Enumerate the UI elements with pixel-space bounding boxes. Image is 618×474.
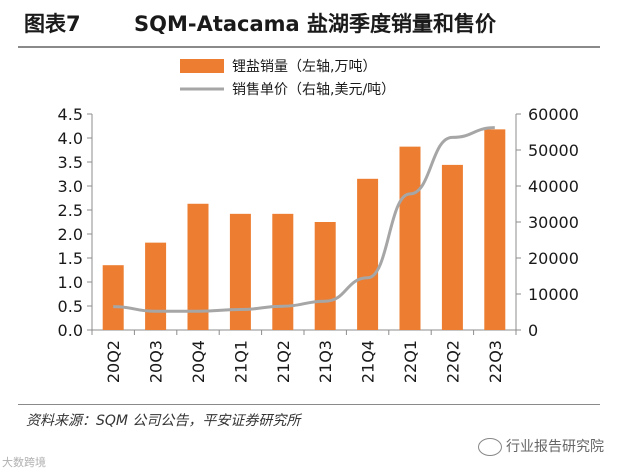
- x-tick-label: 21Q4: [359, 340, 378, 383]
- bar-20Q4: [187, 203, 209, 330]
- chart-canvas: 0.0 0.5 1.0 1.5 2.0 2.5 3.0 3.5 4.0 4.5 0 10000 2000…: [58, 59, 579, 383]
- bar-20Q3: [145, 242, 167, 330]
- watermark-right: 行业报告研究院: [478, 436, 604, 456]
- source-divider: [18, 404, 600, 405]
- x-tick-label: 22Q1: [401, 340, 420, 383]
- bar-21Q2: [272, 213, 294, 330]
- left-tick-label: 0.5: [58, 297, 83, 316]
- right-tick-label: 0: [528, 321, 538, 340]
- series-line-price: [113, 126, 495, 313]
- x-tick-label: 21Q2: [274, 340, 293, 383]
- bar-22Q2: [441, 164, 463, 330]
- bar-22Q1: [399, 146, 421, 330]
- wechat-icon: [478, 438, 502, 456]
- bar-21Q4: [357, 178, 379, 330]
- left-tick-label: 3.5: [58, 153, 83, 172]
- right-tick-label: 20000: [528, 249, 579, 268]
- left-tick-label: 4.5: [58, 105, 83, 124]
- figure-label: 图表7: [24, 12, 81, 36]
- right-tick-label: 50000: [528, 141, 579, 160]
- x-tick-label: 21Q3: [316, 340, 335, 383]
- title-bar: 图表7 SQM-Atacama 盐湖季度销量和售价: [0, 0, 618, 46]
- right-tick-label: 60000: [528, 105, 579, 124]
- left-tick-label: 2.0: [58, 225, 83, 244]
- watermark-left: 大数跨境: [2, 456, 46, 469]
- title-divider: [18, 46, 600, 48]
- bar-21Q1: [229, 213, 251, 330]
- legend-label-bar: 锂盐销量（左轴,万吨）: [232, 59, 376, 75]
- left-tick-label: 0.0: [58, 321, 83, 340]
- right-tick-label: 40000: [528, 177, 579, 196]
- right-tick-label: 30000: [528, 213, 579, 232]
- chart-title: SQM-Atacama 盐湖季度销量和售价: [134, 12, 497, 36]
- x-tick-label: 20Q4: [189, 340, 208, 383]
- left-tick-label: 1.5: [58, 249, 83, 268]
- bar-20Q2: [102, 265, 124, 330]
- x-tick-label: 21Q1: [231, 340, 250, 383]
- left-tick-label: 2.5: [58, 201, 83, 220]
- source-note: 资料来源：SQM 公司公告，平安证券研究所: [26, 413, 301, 429]
- watermark-right-text: 行业报告研究院: [506, 439, 604, 455]
- left-tick-label: 3.0: [58, 177, 83, 196]
- bar-22Q3: [484, 129, 506, 330]
- x-tick-label: 22Q2: [443, 340, 462, 383]
- x-tick-label: 20Q3: [147, 340, 166, 383]
- legend-swatch-bar: [180, 59, 224, 73]
- legend-label-line: 销售单价（右轴,美元/吨）: [232, 82, 395, 98]
- left-tick-label: 1.0: [58, 273, 83, 292]
- x-tick-label: 20Q2: [104, 340, 123, 383]
- right-tick-label: 10000: [528, 285, 579, 304]
- bar-21Q3: [314, 222, 336, 330]
- x-tick-label: 22Q3: [486, 340, 505, 383]
- left-tick-label: 4.0: [58, 129, 83, 148]
